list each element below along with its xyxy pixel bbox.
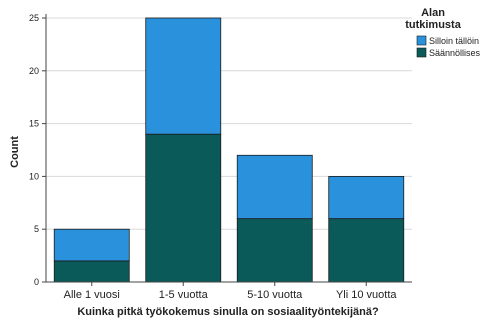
y-tick-label: 25 [29,13,39,23]
y-tick-label: 15 [29,119,39,129]
bar-segment [53,228,130,262]
legend: Alan tutkimusta Silloin tällöin Säännölli… [405,7,480,58]
x-tick-label: Yli 10 vuotta [336,289,397,301]
bar-segment [328,218,405,283]
y-tick-label: 5 [34,224,39,234]
legend-swatch [416,47,427,58]
y-tick-label: 10 [29,171,39,181]
x-tick-label: 1-5 vuotta [159,289,209,301]
legend-swatch [416,35,427,46]
bar-segment [236,218,313,283]
legend-label: Silloin tällöin [429,36,479,46]
legend-items: Silloin tällöin Säännöllisesti [416,35,480,58]
x-axis-title: Kuinka pitkä työkokemus sinulla on sosia… [77,306,379,318]
x-tick-label: Alle 1 vuosi [64,289,120,301]
legend-title-line-1: Alan [421,7,445,19]
bars [53,17,405,283]
bar-segment [145,17,222,135]
bar-segment [145,133,222,283]
legend-title-line-2: tutkimusta [405,19,462,31]
bar-segment [328,175,405,220]
y-axis-title: Count [9,136,21,168]
bar-segment [53,260,130,283]
y-tick-label: 0 [34,277,39,287]
legend-label: Säännöllisesti [429,48,480,58]
bar-segment [236,154,313,220]
tick-labels: 0 5 10 15 20 25 Alle 1 vuosi 1-5 vuotta 5-10 vuo… [29,13,397,301]
axes [42,14,412,286]
x-tick-label: 5-10 vuotta [247,289,303,301]
y-tick-label: 20 [29,66,39,76]
